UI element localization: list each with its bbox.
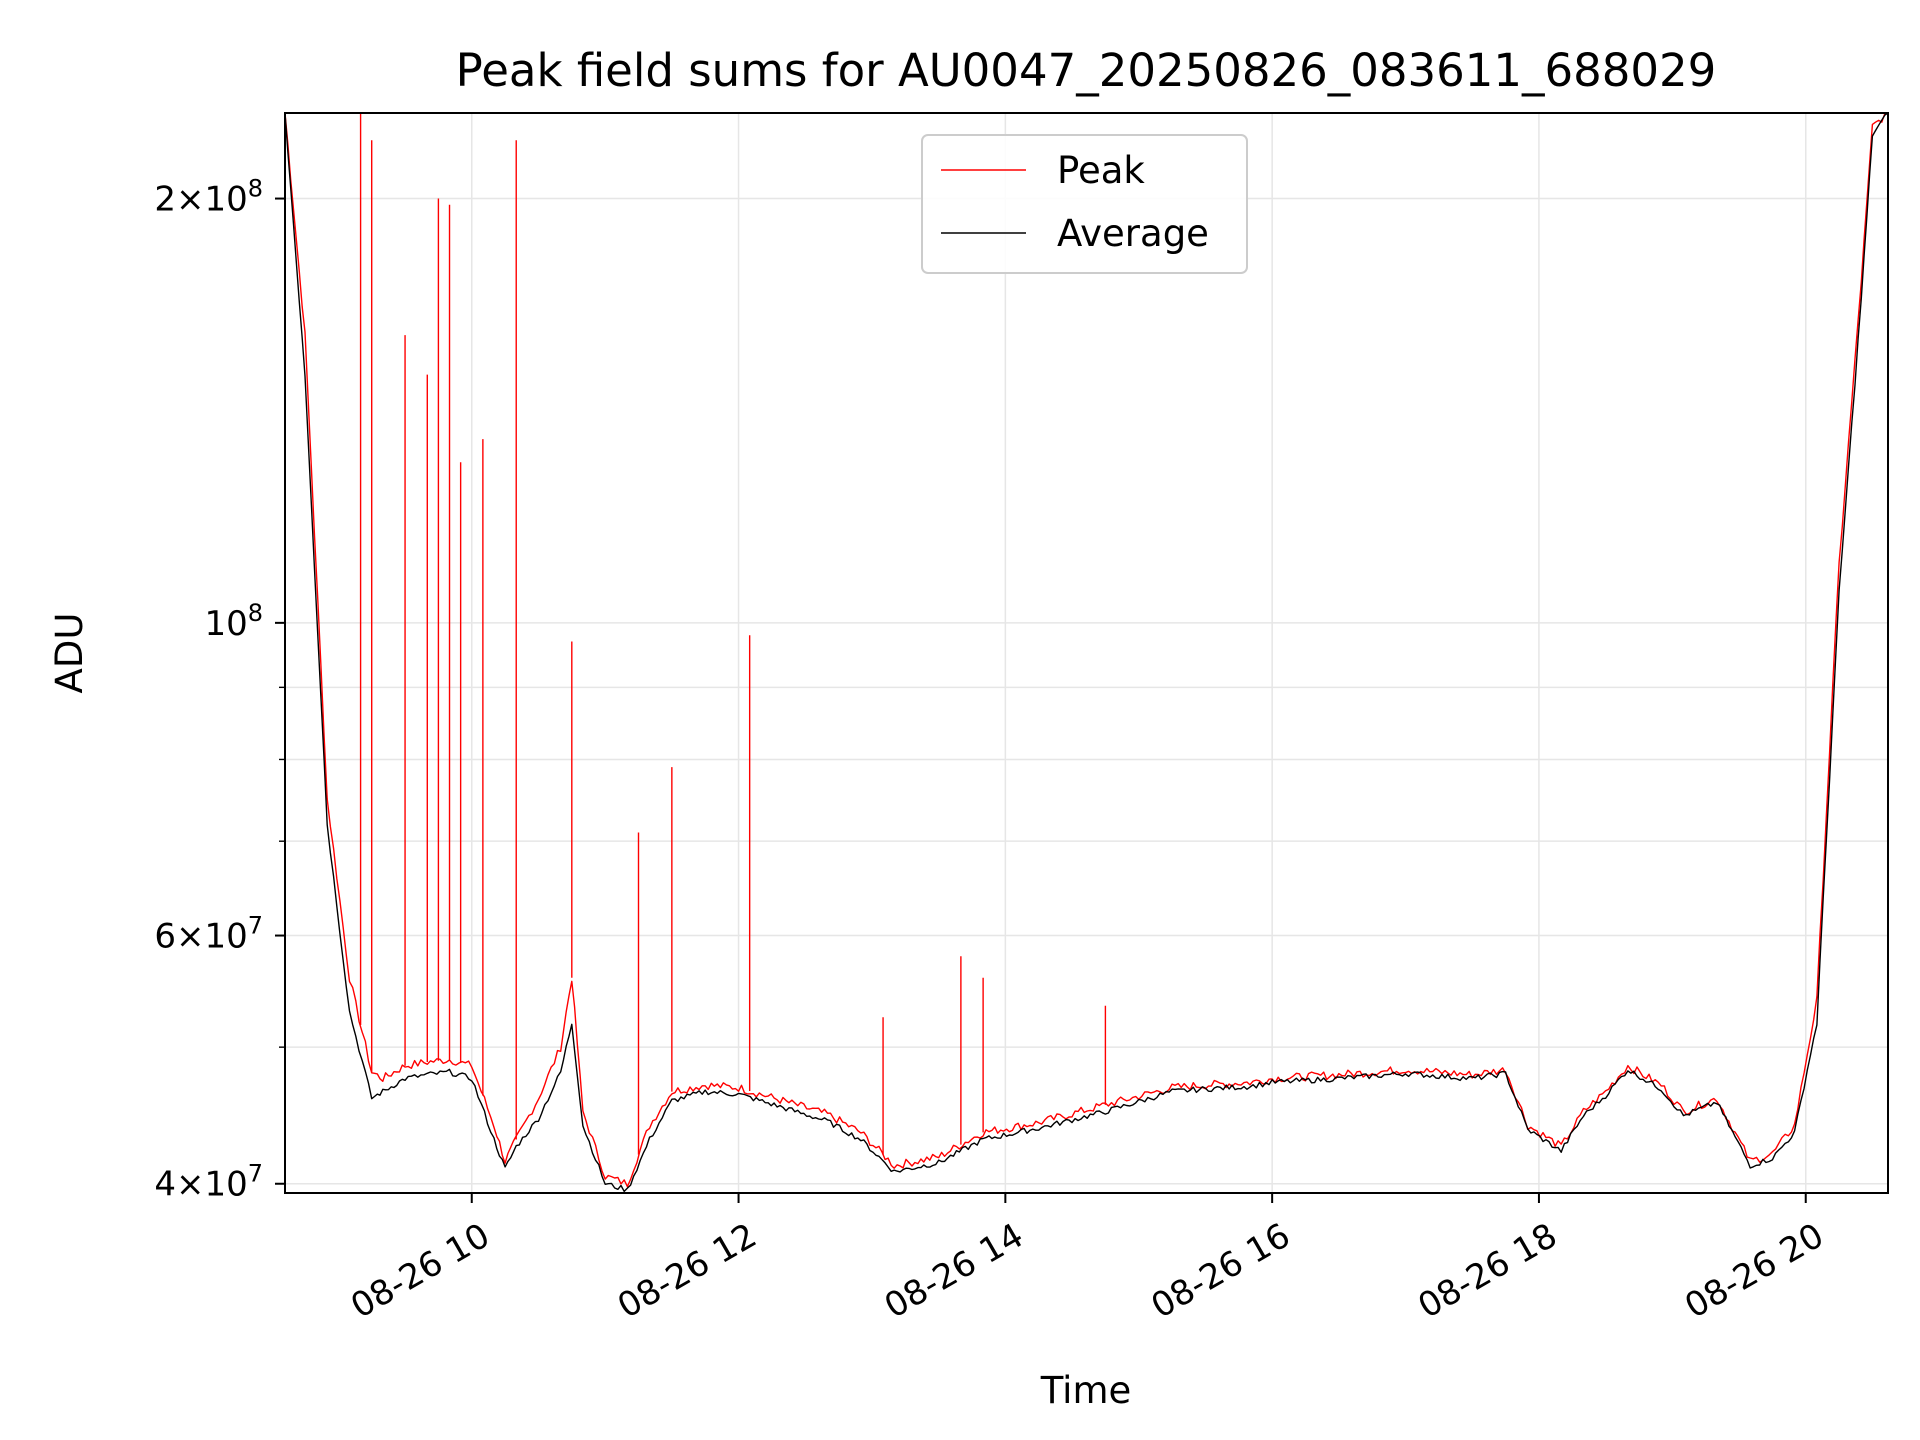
series-peak (285, 113, 1888, 1188)
tick-layer: 08-26 10 08-26 12 08-26 14 08-26 16 08-26 18… (154, 175, 1830, 1327)
legend-label-average: Average (1057, 212, 1209, 255)
legend: Peak Average (921, 134, 1248, 274)
series-layer (285, 113, 1888, 1193)
x-tick-label: 08-26 12 (611, 1216, 763, 1327)
y-axis-label: ADU (48, 613, 91, 694)
x-tick-label: 08-26 20 (1678, 1216, 1830, 1327)
y-tick-label: 6×107 (154, 912, 263, 957)
legend-label-peak: Peak (1057, 149, 1145, 192)
y-tick-label: 2×108 (154, 175, 263, 220)
series-line-average (285, 113, 1888, 1193)
chart-title: Peak field sums for AU0047_20250826_0836… (456, 44, 1717, 97)
grid-lines (285, 113, 1888, 1193)
x-tick-label: 08-26 16 (1145, 1216, 1297, 1327)
y-tick-label: 108 (204, 599, 263, 644)
x-axis-label: Time (1040, 1369, 1132, 1412)
y-tick-label: 4×107 (154, 1160, 263, 1205)
x-tick-label: 08-26 10 (344, 1216, 496, 1327)
series-average (285, 113, 1888, 1193)
x-tick-label: 08-26 14 (878, 1216, 1030, 1327)
series-line-peak (285, 113, 1888, 1188)
plot-area-frame (284, 112, 1889, 1194)
x-tick-label: 08-26 18 (1411, 1216, 1563, 1327)
